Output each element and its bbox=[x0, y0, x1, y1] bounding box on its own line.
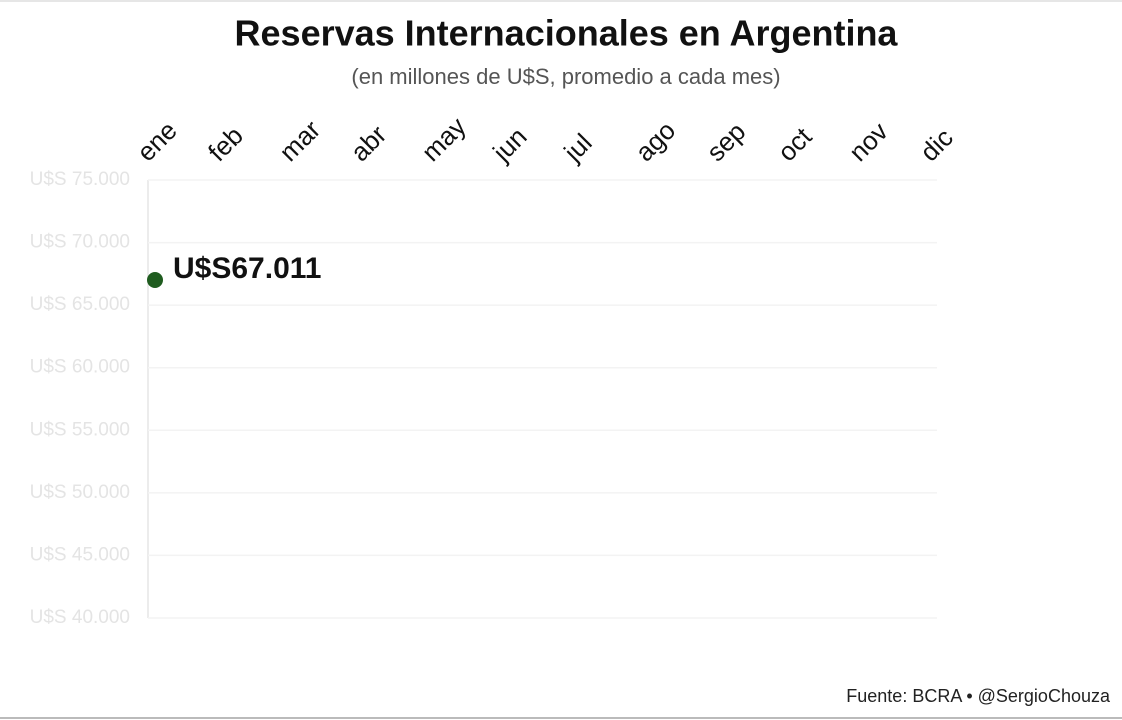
x-tick-label: ago bbox=[629, 115, 681, 167]
value-label: U$S67.011 bbox=[173, 252, 321, 285]
y-tick-label: U$S 45.000 bbox=[30, 544, 130, 565]
y-tick-label: U$S 75.000 bbox=[30, 169, 130, 190]
x-tick-label: ene bbox=[131, 115, 183, 167]
source: Fuente: BCRA • @SergioChouza bbox=[846, 686, 1111, 706]
y-tick-label: U$S 50.000 bbox=[30, 482, 130, 503]
x-tick-label: nov bbox=[843, 116, 894, 167]
x-tick-label: dic bbox=[914, 122, 959, 167]
y-tick-label: U$S 40.000 bbox=[30, 607, 130, 628]
x-tick-label: mar bbox=[273, 114, 326, 167]
y-tick-label: U$S 65.000 bbox=[30, 294, 130, 315]
chart-title: Reservas Internacionales en Argentina bbox=[235, 13, 899, 54]
x-tick-label: oct bbox=[772, 121, 818, 167]
y-tick-label: U$S 55.000 bbox=[30, 419, 130, 440]
x-tick-label: abr bbox=[344, 119, 392, 167]
x-tick-label: jul bbox=[557, 127, 597, 167]
point bbox=[147, 271, 163, 288]
y-tick-label: U$S 60.000 bbox=[30, 357, 130, 378]
x-tick-label: sep bbox=[700, 116, 751, 167]
y-tick-label: U$S 70.000 bbox=[30, 232, 130, 253]
x-tick-label: may bbox=[416, 111, 472, 167]
chart-subtitle: (en millones de U$S, promedio a cada mes… bbox=[351, 64, 780, 89]
x-tick-label: jun bbox=[486, 121, 532, 167]
x-tick-label: feb bbox=[202, 120, 249, 167]
